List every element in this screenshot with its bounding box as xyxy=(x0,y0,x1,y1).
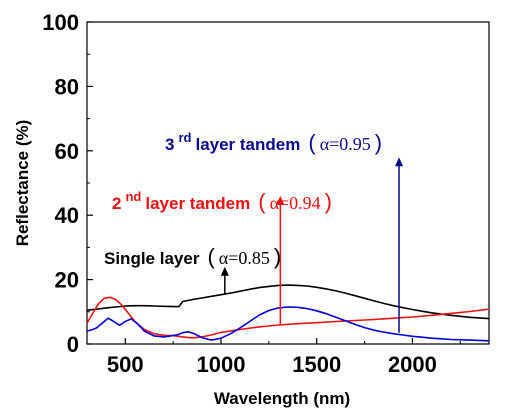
arrow-single-layer xyxy=(220,266,229,295)
annotation-3rd-layer-sup: rd xyxy=(178,130,191,145)
x-tick-label: 1500 xyxy=(292,352,341,377)
series-line-3rd-layer xyxy=(86,306,490,342)
annotation-3rd-layer: 3 rd layer tandem ( α=0.95 ) xyxy=(165,129,382,155)
y-axis-title: Reflectance (%) xyxy=(13,120,32,247)
y-tick-label: 60 xyxy=(55,139,79,164)
y-tick-label: 100 xyxy=(42,10,79,35)
annotation-3rd-layer-alpha: α=0.95 xyxy=(320,134,371,154)
annotation-2nd-layer-paren-open: ( xyxy=(258,189,266,214)
x-axis-ticks: 500 1000 1500 2000 xyxy=(107,338,461,377)
annotation-single-layer-text: Single layer xyxy=(104,249,200,268)
y-axis-ticks: 0 20 40 60 80 100 xyxy=(42,10,93,357)
annotation-2nd-layer-number: 2 xyxy=(112,194,121,213)
series-layer xyxy=(86,284,490,342)
series-line-single-layer xyxy=(86,284,490,320)
y-tick-label: 40 xyxy=(55,203,79,228)
y-tick-label: 80 xyxy=(55,74,79,99)
annotation-3rd-layer-text: layer tandem xyxy=(195,135,300,154)
arrow-3rd-layer xyxy=(395,157,404,333)
annotation-single-layer: Single layer ( α=0.85 ) xyxy=(104,244,281,269)
annotation-2nd-layer-alpha: α=0.94 xyxy=(270,193,321,213)
annotation-2nd-layer: 2 nd layer tandem ( α=0.94 ) xyxy=(112,188,332,214)
annotation-2nd-layer-sup: nd xyxy=(125,189,141,204)
arrow-2nd-layer xyxy=(276,195,285,325)
annotation-single-layer-alpha: α=0.85 xyxy=(219,248,270,268)
annotation-arrows xyxy=(220,157,404,333)
plot-area xyxy=(86,21,490,345)
x-axis-title: Wavelength (nm) xyxy=(214,389,350,408)
x-tick-label: 2000 xyxy=(388,352,437,377)
annotation-3rd-layer-paren-close: ) xyxy=(375,130,382,155)
annotation-2nd-layer-paren-close: ) xyxy=(325,189,332,214)
annotation-single-layer-paren-close: ) xyxy=(274,244,281,269)
annotation-single-layer-paren-open: ( xyxy=(207,244,215,269)
x-tick-label: 500 xyxy=(107,352,144,377)
y-tick-label: 20 xyxy=(55,268,79,293)
annotation-3rd-layer-number: 3 xyxy=(165,135,174,154)
annotation-2nd-layer-text: layer tandem xyxy=(145,194,250,213)
x-tick-label: 1000 xyxy=(197,352,246,377)
series-line-2nd-layer xyxy=(86,296,490,339)
plot-frame xyxy=(86,21,490,345)
annotation-3rd-layer-paren-open: ( xyxy=(308,130,316,155)
y-tick-label: 0 xyxy=(67,332,79,357)
